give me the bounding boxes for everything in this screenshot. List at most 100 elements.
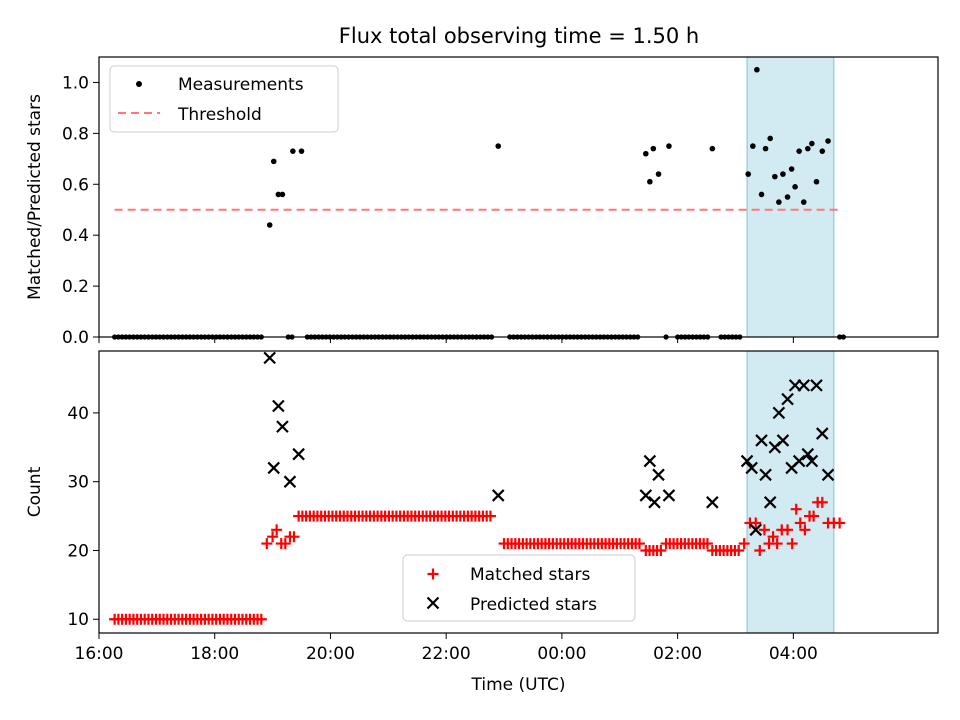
measurement-point: [447, 334, 453, 340]
measurement-point: [224, 334, 231, 340]
x-tick-label: 02:00: [653, 644, 702, 664]
measurement-point: [758, 191, 765, 198]
x-axis-label: Time (UTC): [471, 675, 566, 695]
measurement-point: [514, 334, 520, 340]
predicted-star-marker: [810, 379, 823, 392]
measurement-point: [130, 334, 137, 340]
measurement-point: [275, 191, 282, 198]
measurement-point: [123, 334, 129, 340]
legend-label-matched: Matched stars: [470, 565, 590, 585]
measurement-point: [796, 148, 802, 154]
matched-star-marker: [754, 544, 766, 556]
measurement-point: [675, 334, 681, 340]
y-tick-label: 40: [67, 404, 89, 424]
measurement-point: [663, 334, 669, 340]
measurement-point: [597, 334, 603, 340]
measurement-point: [718, 334, 724, 340]
matched-star-marker: [790, 503, 802, 515]
y-tick-label: 0.6: [62, 175, 89, 195]
matched-star-marker: [484, 510, 496, 522]
measurement-point: [541, 334, 547, 340]
measurement-point: [315, 334, 322, 340]
measurement-point: [119, 334, 125, 340]
measurement-point: [440, 334, 446, 340]
predicted-star-marker: [662, 489, 676, 502]
measurement-point: [391, 334, 397, 340]
measurement-point: [236, 334, 242, 340]
predicted-star-marker: [276, 420, 289, 433]
measurement-point: [485, 334, 491, 340]
measurement-point: [168, 334, 174, 340]
measurement-point: [556, 334, 562, 340]
plot-frame: [98, 350, 939, 634]
measurement-point: [678, 334, 684, 340]
measurement-point: [559, 334, 566, 340]
measurement-point: [160, 334, 167, 340]
measurement-point: [601, 334, 607, 340]
measurement-point: [376, 334, 382, 340]
measurement-point: [522, 334, 528, 340]
measurement-point: [308, 334, 314, 340]
measurement-point: [792, 184, 798, 190]
predicted-star-marker: [267, 461, 281, 475]
predicted-star-marker: [292, 447, 305, 461]
measurement-point: [813, 178, 820, 185]
predicted-star-marker: [740, 454, 754, 468]
measurement-point: [507, 334, 513, 340]
measurement-point: [134, 334, 140, 340]
matched-star-marker: [808, 510, 820, 522]
highlight-span: [746, 350, 835, 634]
predicted-star-marker: [763, 496, 777, 509]
x-tick-label: 00:00: [537, 644, 586, 664]
measurement-point: [745, 171, 752, 177]
measurement-point: [655, 171, 662, 177]
measurement-point: [776, 199, 782, 205]
matched-star-marker: [279, 538, 291, 550]
measurement-point: [247, 334, 253, 340]
predicted-star-marker: [426, 596, 440, 610]
measurement-point: [232, 334, 238, 340]
legend-frame: [402, 554, 636, 622]
measurement-point: [387, 334, 393, 340]
matched-star-marker: [816, 496, 828, 508]
measurement-point: [819, 148, 826, 154]
measurement-point: [364, 334, 371, 340]
measurement-point: [526, 334, 532, 340]
measurement-point: [398, 334, 404, 340]
predicted-star-marker: [792, 454, 806, 468]
measurement-point: [279, 191, 286, 198]
measurement-point: [488, 334, 495, 340]
measurement-point: [142, 334, 148, 340]
measurement-point: [608, 334, 614, 340]
predicted-star-marker: [776, 434, 790, 447]
measurement-point: [800, 199, 807, 205]
measurement-point: [772, 173, 778, 180]
matched-star-marker: [758, 524, 770, 536]
measurement-point: [331, 334, 337, 340]
measurement-point: [115, 334, 121, 340]
matched-star-marker: [738, 538, 750, 550]
measurement-point: [402, 334, 408, 340]
measurement-point: [666, 143, 672, 149]
y-tick-label: 30: [67, 473, 89, 493]
measurement-point: [149, 334, 155, 340]
measurement-point: [548, 334, 554, 340]
measurement-point: [383, 334, 389, 340]
measurement-point: [571, 334, 577, 340]
x-tick-label: 20:00: [306, 644, 355, 664]
measurement-point: [372, 334, 378, 340]
measurement-point: [780, 171, 786, 177]
measurement-point: [221, 334, 227, 340]
y-tick-label: 10: [67, 610, 89, 630]
legend-label-threshold: Threshold: [177, 105, 262, 125]
measurement-point: [451, 334, 457, 340]
legend-marker-measurements: [136, 81, 142, 87]
predicted-star-marker: [801, 447, 815, 461]
measurement-point: [349, 334, 356, 340]
measurement-point: [290, 148, 296, 154]
measurement-point: [112, 334, 118, 340]
measurement-point: [394, 334, 401, 340]
predicted-star-marker: [797, 379, 811, 392]
measurement-point: [518, 334, 524, 340]
